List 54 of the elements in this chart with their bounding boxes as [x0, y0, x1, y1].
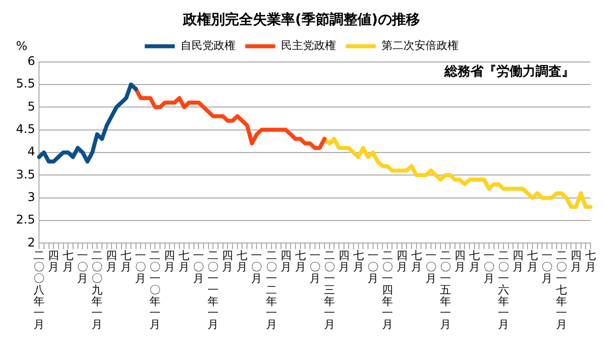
x-tick-label: 七月 — [585, 248, 596, 274]
x-tick-label: 七月 — [178, 248, 190, 274]
x-tick-label: 二〇一三年一月 — [324, 248, 335, 332]
x-tick-label: 七月 — [410, 248, 422, 274]
y-tick-label: 5 — [27, 99, 36, 114]
y-tick-label: 3.5 — [16, 167, 36, 182]
y-tick-label: 4.5 — [16, 122, 36, 136]
x-tick-label: 一〇月 — [77, 248, 88, 285]
x-tick-label: 七月 — [294, 248, 306, 274]
x-tick-label: 七月 — [352, 248, 364, 274]
y-axis-title: % — [16, 39, 28, 53]
y-tick-label: 4 — [27, 144, 36, 159]
y-tick-label: 5.5 — [16, 76, 36, 91]
x-tick-label: 二〇〇八年一月 — [34, 248, 45, 332]
x-tick-label: 四月 — [338, 248, 350, 274]
x-tick-label: 一〇月 — [483, 248, 494, 285]
y-tick-label: 3 — [27, 190, 36, 204]
annotation: 総務省『労働力調査』 — [444, 64, 574, 80]
y-tick-label: 6 — [27, 54, 36, 68]
x-tick-label: 四月 — [280, 248, 292, 274]
y-tick-label: 2.5 — [16, 212, 36, 227]
y-tick-label: 2 — [27, 235, 36, 250]
x-tick-label: 四月 — [396, 248, 408, 274]
legend-label: 自民党政権 — [180, 39, 236, 52]
x-tick-label: 二〇一〇年一月 — [150, 248, 161, 332]
x-tick-label: 二〇一一年一月 — [208, 248, 219, 332]
x-tick-label: 二〇一二年一月 — [266, 248, 277, 332]
x-tick-label: 四月 — [512, 248, 524, 274]
x-tick-label: 四月 — [48, 248, 60, 274]
x-tick-label: 一〇月 — [193, 248, 204, 285]
x-tick-label: 二〇一七年一月 — [556, 248, 567, 332]
x-tick-label: 四月 — [570, 248, 582, 274]
x-tick-label: 四月 — [164, 248, 176, 274]
x-tick-label: 一〇月 — [251, 248, 262, 285]
x-tick-label: 七月 — [526, 248, 538, 274]
x-tick-label: 四月 — [106, 248, 118, 274]
legend-label: 民主党政権 — [280, 39, 336, 52]
x-tick-label: 七月 — [468, 248, 480, 274]
x-tick-label: 一〇月 — [309, 248, 320, 285]
x-tick-label: 二〇一五年一月 — [440, 248, 451, 332]
x-tick-label: 二〇一六年一月 — [498, 248, 509, 332]
legend-label: 第二次安倍政権 — [381, 39, 458, 52]
x-tick-label: 二〇〇九年一月 — [92, 248, 103, 332]
x-tick-label: 四月 — [454, 248, 466, 274]
x-tick-label: 七月 — [62, 248, 74, 274]
x-tick-label: 二〇一四年一月 — [382, 248, 393, 332]
chart-title: 政権別完全失業率(季節調整値)の推移 — [182, 11, 420, 28]
x-tick-label: 一〇月 — [425, 248, 436, 285]
x-tick-label: 一〇月 — [541, 248, 552, 285]
x-tick-label: 四月 — [222, 248, 234, 274]
x-tick-label: 七月 — [120, 248, 132, 274]
x-tick-label: 一〇月 — [135, 248, 146, 285]
x-tick-label: 一〇月 — [367, 248, 378, 285]
x-tick-label: 七月 — [236, 248, 248, 274]
